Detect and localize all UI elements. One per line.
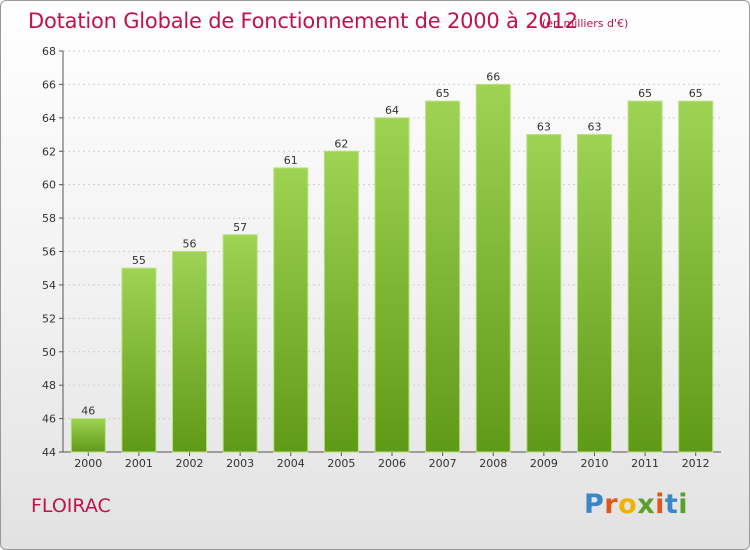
x-tick-label: 2011 (631, 457, 659, 470)
bar-value-label: 65 (689, 87, 703, 100)
y-tick-label: 62 (42, 145, 56, 158)
x-tick-label: 2001 (125, 457, 153, 470)
bar-value-label: 46 (81, 405, 95, 418)
logo-letter: t (664, 489, 679, 520)
bar-2010 (576, 134, 612, 453)
x-tick-label: 2007 (429, 457, 457, 470)
chart-title: Dotation Globale de Fonctionnement de 20… (28, 9, 578, 33)
label-layer: 46 55 56 57 61 62 64 65 66 63 63 65 65 (81, 70, 702, 417)
bar-layer (70, 83, 714, 453)
bar-value-label: 66 (486, 70, 500, 83)
logo-letter: x (637, 489, 656, 520)
bar-2004 (273, 167, 309, 453)
y-tick-label: 50 (42, 346, 56, 359)
proxiti-logo[interactable]: Proxiti (584, 489, 688, 520)
bar-2002 (172, 251, 208, 453)
bar-value-label: 63 (587, 121, 601, 134)
y-tick-label: 48 (42, 379, 56, 392)
logo-letter: r (604, 489, 619, 520)
y-tick-label: 56 (42, 246, 56, 259)
x-tick-label: 2000 (74, 457, 102, 470)
y-tick-label: 54 (42, 279, 56, 292)
bar-value-label: 61 (284, 154, 298, 167)
y-tick-label: 64 (42, 112, 56, 125)
bar-2012 (678, 100, 714, 453)
bar-2008 (475, 83, 511, 453)
logo-letter: i (655, 489, 665, 520)
commune-name: FLOIRAC (31, 495, 111, 517)
logo-letter: i (678, 489, 689, 520)
y-tick-label: 46 (42, 413, 56, 426)
x-tick-label: 2009 (530, 457, 558, 470)
logo-letter: P (584, 489, 605, 520)
bar-2007 (425, 100, 461, 453)
bar-value-label: 63 (537, 121, 551, 134)
bar-2003 (222, 234, 258, 453)
x-tick-label: 2012 (682, 457, 710, 470)
bar-value-label: 55 (132, 254, 146, 267)
bar-2005 (323, 150, 359, 453)
y-tick-label: 58 (42, 212, 56, 225)
x-tick-label: 2008 (479, 457, 507, 470)
bar-value-label: 57 (233, 221, 247, 234)
bar-value-label: 56 (183, 238, 197, 251)
bar-2001 (121, 267, 157, 453)
bar-2009 (526, 134, 562, 453)
y-tick-label: 44 (42, 446, 56, 459)
bar-2000 (70, 418, 106, 453)
x-tick-label: 2003 (226, 457, 254, 470)
y-tick-label: 68 (42, 45, 56, 58)
bar-value-label: 64 (385, 104, 399, 117)
y-tick-label: 52 (42, 312, 56, 325)
logo-letter: o (618, 489, 638, 520)
bar-2011 (627, 100, 663, 453)
y-tick-label: 60 (42, 179, 56, 192)
chart-unit: (en milliers d'€) (542, 17, 629, 30)
x-tick-label: 2002 (176, 457, 204, 470)
bar-2006 (374, 117, 410, 453)
bar-value-label: 62 (334, 137, 348, 150)
bar-value-label: 65 (436, 87, 450, 100)
x-tick-label: 2006 (378, 457, 406, 470)
x-tick-label: 2004 (277, 457, 305, 470)
bar-value-label: 65 (638, 87, 652, 100)
x-tick-label: 2005 (327, 457, 355, 470)
x-tick-label: 2010 (580, 457, 608, 470)
y-tick-label: 66 (42, 78, 56, 91)
